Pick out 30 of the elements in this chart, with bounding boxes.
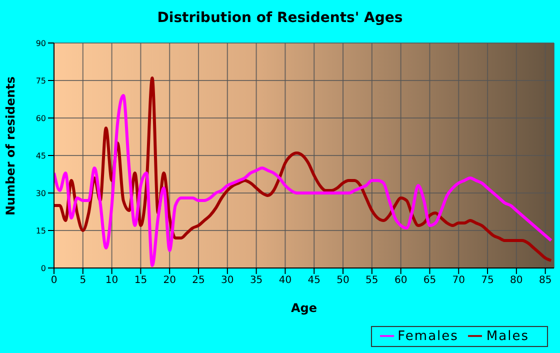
x-tick-label: 75 (481, 275, 494, 286)
y-tick-label: 30 (36, 188, 46, 198)
x-tick-label: 65 (423, 275, 436, 286)
legend-label: Males (486, 329, 529, 344)
x-tick-label: 5 (80, 275, 86, 286)
y-tick-label: 0 (40, 264, 46, 273)
y-tick-label: 90 (36, 38, 46, 48)
y-tick-label: 45 (36, 151, 46, 160)
x-tick-label: 50 (336, 275, 350, 286)
y-tick-label: 15 (36, 226, 46, 236)
x-tick-label: 15 (134, 275, 148, 286)
x-tick-label: 55 (366, 275, 378, 286)
x-tick-label: 0 (50, 275, 58, 286)
legend-label: Females (398, 329, 458, 344)
x-tick-label: 20 (163, 275, 176, 286)
x-tick-label: 35 (250, 275, 263, 286)
x-tick-label: 80 (510, 275, 523, 286)
y-axis-title: Number of residents (3, 76, 18, 216)
x-tick-label: 30 (221, 275, 234, 286)
chart-title: Distribution of Residents' Ages (156, 10, 404, 26)
x-tick-label: 10 (105, 275, 118, 286)
x-axis-title: Age (290, 301, 318, 315)
x-tick-label: 25 (192, 275, 205, 286)
x-tick-label: 85 (538, 275, 552, 286)
x-tick-label: 60 (394, 275, 408, 286)
x-tick-label: 45 (308, 275, 320, 286)
y-tick-label: 75 (36, 76, 46, 86)
y-tick-label: 60 (36, 114, 46, 123)
x-tick-label: 40 (278, 275, 292, 286)
x-tick-label: 70 (452, 275, 465, 286)
